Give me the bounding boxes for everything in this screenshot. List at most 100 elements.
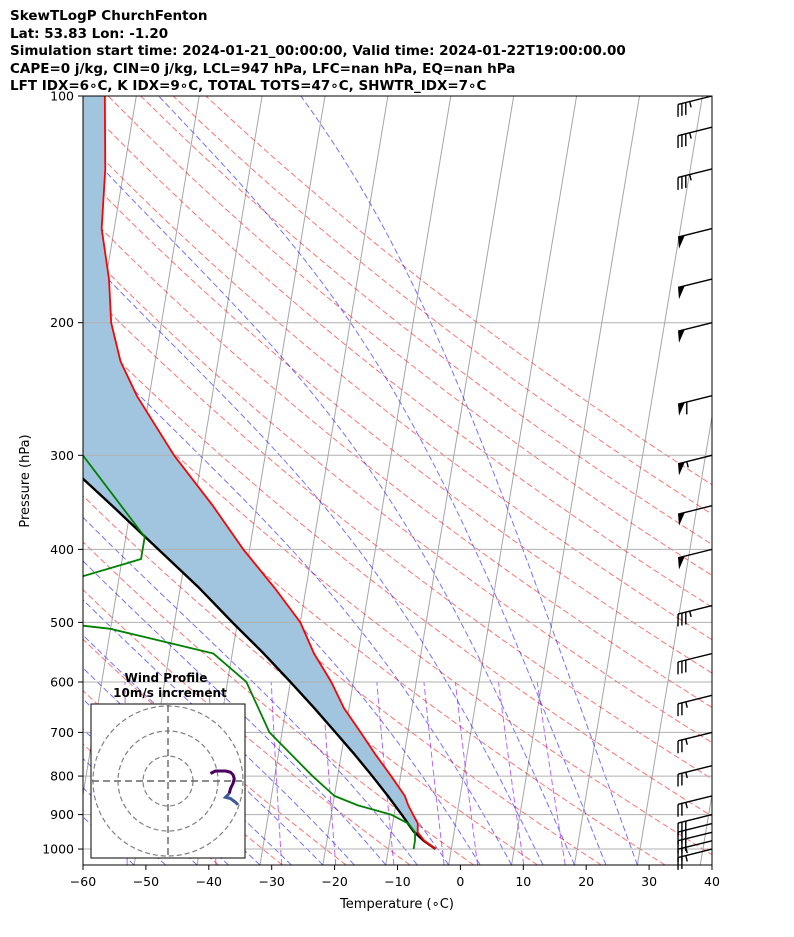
barb-half	[685, 738, 688, 745]
moist-adiabat-line	[83, 634, 324, 865]
wind-barb	[677, 765, 713, 787]
barb-staff	[677, 604, 713, 615]
barb-staff	[677, 278, 713, 289]
dry-adiabat-line	[83, 638, 347, 865]
wind-barb	[677, 454, 713, 476]
x-tick-label: −50	[133, 874, 159, 889]
dry-adiabat-line	[83, 246, 712, 744]
simulation-times: Simulation start time: 2024-01-21_00:00:…	[10, 43, 626, 59]
barb-staff	[677, 126, 713, 137]
barb-flag	[678, 402, 685, 416]
barb-staff	[677, 394, 713, 405]
x-axis-ticks: −60 −50 −40 −30 −20 −10 0 10 20 30 40	[70, 865, 720, 889]
hodograph-title: Wind Profile	[125, 671, 208, 685]
hodograph-plot	[92, 705, 244, 857]
dry-adiabat-line	[83, 324, 712, 817]
dry-adiabat-line	[83, 209, 712, 709]
barb-flag	[678, 285, 685, 300]
barb-staff	[677, 831, 713, 842]
isotherm-line	[511, 96, 640, 865]
mixing-ratio-line	[498, 681, 525, 865]
y-tick-label: 900	[50, 807, 74, 822]
station-location: Lat: 53.83 Lon: -1.20	[10, 25, 169, 42]
barb-half	[685, 855, 688, 862]
barb-half	[689, 101, 692, 108]
hodograph-trace	[209, 769, 236, 794]
wind-barb	[677, 652, 713, 675]
hodograph-subtitle: 10m/s increment	[113, 686, 227, 700]
mixing-ratio-line	[270, 681, 283, 865]
dewpoint-line	[83, 453, 417, 850]
wind-barb	[677, 95, 713, 117]
dry-adiabat-line	[140, 96, 712, 546]
wind-barb	[677, 278, 713, 300]
barb-staff	[677, 822, 713, 833]
dry-adiabat-line	[83, 172, 712, 674]
barb-staff	[677, 848, 713, 859]
moist-adiabat-line	[83, 560, 387, 865]
x-tick-label: 40	[704, 874, 720, 889]
isotherm-line	[448, 96, 578, 865]
barb-staff	[677, 795, 713, 806]
barb-staff	[677, 731, 713, 742]
mixing-ratio-line	[454, 681, 479, 865]
cin-shading	[83, 96, 436, 850]
x-tick-label: 30	[641, 874, 657, 889]
wind-barb	[677, 394, 713, 416]
dry-adiabat-line	[83, 407, 666, 865]
dry-adiabat-line	[107, 96, 712, 577]
wind-barb	[677, 126, 713, 149]
moist-adiabat-line	[83, 337, 513, 865]
chart-header: SkewTLogP ChurchFenton Lat: 53.83 Lon: -…	[10, 8, 626, 96]
isotherm-line	[636, 413, 712, 865]
y-tick-label: 300	[50, 448, 74, 463]
wind-barb	[677, 227, 713, 249]
dry-adiabat-line	[83, 450, 602, 865]
mixing-ratio-line	[376, 681, 395, 865]
wind-barb	[677, 548, 713, 570]
x-tick-label: −60	[70, 874, 96, 889]
dry-adiabat-line	[83, 102, 712, 608]
dry-adiabat-line	[205, 96, 712, 486]
barb-staff	[677, 454, 713, 465]
barb-flag	[678, 235, 685, 249]
dry-adiabat-line	[83, 285, 712, 780]
isotherm-line	[83, 96, 137, 420]
wind-barb	[677, 322, 713, 343]
stability-indices-2: LFT IDX=6∘C, K IDX=9∘C, TOTAL TOTS=47∘C,…	[10, 78, 487, 94]
cape-region	[83, 96, 436, 850]
wind-barb	[677, 795, 713, 817]
wind-barb	[677, 848, 713, 870]
barb-staff	[677, 652, 713, 663]
y-tick-label: 800	[50, 769, 74, 784]
barb-half	[686, 461, 689, 468]
wind-barbs	[677, 95, 713, 870]
barb-flag	[678, 329, 685, 343]
y-tick-label: 400	[50, 542, 74, 557]
barb-half	[689, 132, 692, 139]
barb-staff	[677, 227, 713, 238]
wind-barb	[677, 604, 713, 627]
barb-flag	[678, 512, 685, 526]
parcel-profile-line	[83, 477, 437, 851]
y-tick-label: 200	[50, 315, 74, 330]
moist-adiabat-line	[300, 96, 638, 865]
hodograph-inset: Wind Profile 10m/s increment	[90, 671, 246, 859]
isotherm-line	[385, 96, 515, 865]
hodograph-tail	[222, 792, 240, 806]
moist-adiabat-line	[83, 407, 481, 865]
temperature-line	[100, 96, 437, 850]
x-tick-label: −10	[384, 874, 410, 889]
x-tick-label: 0	[456, 874, 464, 889]
wind-barb	[677, 694, 713, 717]
x-tick-label: 20	[578, 874, 594, 889]
barb-staff	[677, 168, 713, 179]
barb-half	[685, 701, 688, 708]
barb-staff	[677, 840, 713, 850]
y-axis-label: Pressure (hPa)	[18, 434, 33, 527]
y-tick-label: 1000	[42, 842, 74, 857]
isotherm-line	[699, 791, 712, 865]
mixing-ratio-line	[536, 681, 566, 865]
moist-adiabat-line	[83, 516, 418, 865]
